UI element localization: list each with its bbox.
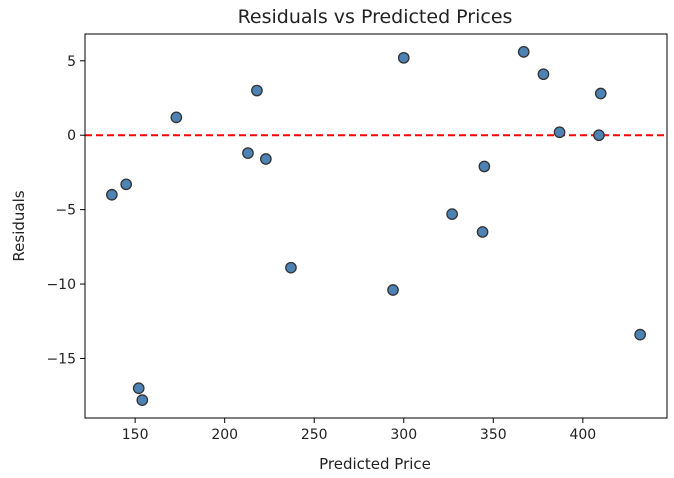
x-tick-label: 350 xyxy=(480,427,507,443)
data-point xyxy=(397,51,410,64)
chart-title: Residuals vs Predicted Prices xyxy=(238,6,513,28)
data-point xyxy=(594,87,607,100)
x-tick-label: 300 xyxy=(390,427,417,443)
data-point xyxy=(634,328,646,341)
data-point xyxy=(170,111,183,124)
data-point xyxy=(120,178,133,191)
data-point xyxy=(517,46,530,58)
plot-frame xyxy=(84,33,668,419)
x-tick-label: 150 xyxy=(122,427,149,443)
data-point xyxy=(446,208,458,220)
y-tick-label: 0 xyxy=(67,128,76,144)
x-tick-label: 250 xyxy=(301,427,328,443)
x-axis-label: Predicted Price xyxy=(319,455,431,473)
data-point xyxy=(593,129,605,142)
x-tick-label: 200 xyxy=(211,427,238,443)
y-tick-label: −10 xyxy=(46,277,76,293)
data-point xyxy=(106,188,118,201)
data-point xyxy=(387,284,399,296)
y-tick-label: 5 xyxy=(67,54,76,70)
data-point xyxy=(132,382,145,395)
y-tick-label: −15 xyxy=(46,351,76,367)
plot-area: 150 200 250 300 350 400 5 0 −5 −10 −15 xyxy=(46,46,667,443)
data-point xyxy=(537,68,550,81)
data-point xyxy=(260,153,272,165)
y-axis-label: Residuals xyxy=(10,190,28,261)
data-point xyxy=(285,261,297,274)
y-tick-label: −5 xyxy=(55,203,76,219)
x-tick-label: 400 xyxy=(569,427,596,443)
data-point xyxy=(242,147,254,159)
data-point xyxy=(553,126,566,139)
data-point xyxy=(251,84,263,97)
data-point xyxy=(476,226,489,238)
data-point xyxy=(136,394,149,406)
data-point xyxy=(478,160,491,173)
